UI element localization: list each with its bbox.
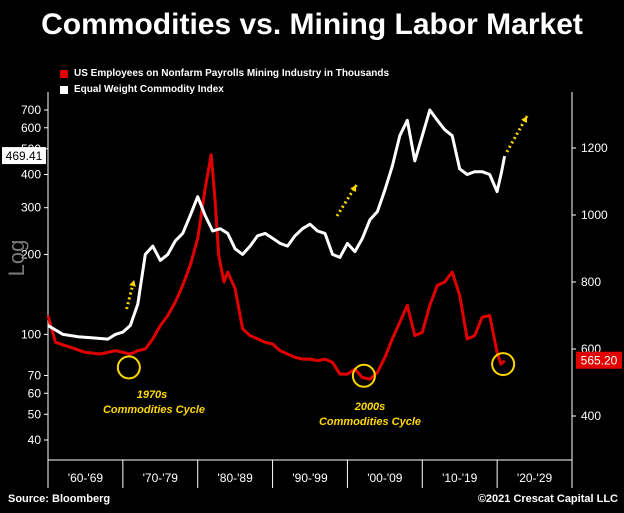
legend-item-mining-employment: US Employees on Nonfarm Payrolls Mining … [60,68,389,79]
x-tick-label: '80-'89 [218,471,254,485]
x-tick-label: '00-'09 [367,471,403,485]
left-tick-label: 700 [21,103,41,117]
left-tick-label: 100 [21,327,41,341]
legend-item-commodity-index: Equal Weight Commodity Index [60,84,224,95]
right-tick-label: 1200 [581,141,608,155]
trend-arrow-head [521,116,528,123]
trend-arrow-line [505,115,529,153]
left-tick-label: 50 [28,407,42,421]
current-index-label: 469.41 [6,149,43,163]
annotation-1970s: 1970s [137,389,168,401]
right-tick-label: 400 [581,409,601,423]
cycle-circle-marker [351,363,376,388]
left-tick-label: 70 [28,368,42,382]
trend-arrow-head [350,185,357,192]
left-tick-label: 60 [28,386,42,400]
annotation-1970s-subtitle: Commodities Cycle [103,404,205,416]
annotation-2000s-subtitle: Commodities Cycle [319,416,421,428]
copyright-note: ©2021 Crescat Capital LLC [477,493,618,505]
left-tick-label: 200 [21,247,41,261]
series-line-commodity-index [47,108,507,341]
legend-swatch-white [60,85,68,94]
annotation-2000s: 2000s [354,401,386,413]
x-tick-label: '10-'19 [442,471,478,485]
series-line-mining-employment [46,153,506,381]
right-tick-label: 800 [581,275,601,289]
x-tick-label: '90-'99 [292,471,328,485]
cycle-circle-marker [491,352,516,377]
left-axis-label: Log [4,240,29,277]
left-tick-label: 600 [21,121,41,135]
chart-title: Commodities vs. Mining Labor Market [41,8,583,41]
source-note: Source: Bloomberg [8,493,111,505]
legend-label: US Employees on Nonfarm Payrolls Mining … [74,68,390,79]
x-tick-label: '20-'29 [517,471,553,485]
current-index-box [2,147,46,165]
x-tick-label: '70-'79 [143,471,179,485]
trend-arrow-head [129,280,136,287]
left-tick-label: 300 [21,201,41,215]
cycle-circle-marker [116,355,141,380]
x-tick-label: '60-'69 [68,471,104,485]
right-tick-label: 1000 [581,208,608,222]
left-tick-label: 40 [28,433,42,447]
current-employment-label: 565.20 [581,354,618,368]
legend-swatch-red [60,69,68,78]
legend-label: Equal Weight Commodity Index [74,84,224,95]
left-tick-label: 400 [21,168,41,182]
current-employment-box [576,351,622,369]
